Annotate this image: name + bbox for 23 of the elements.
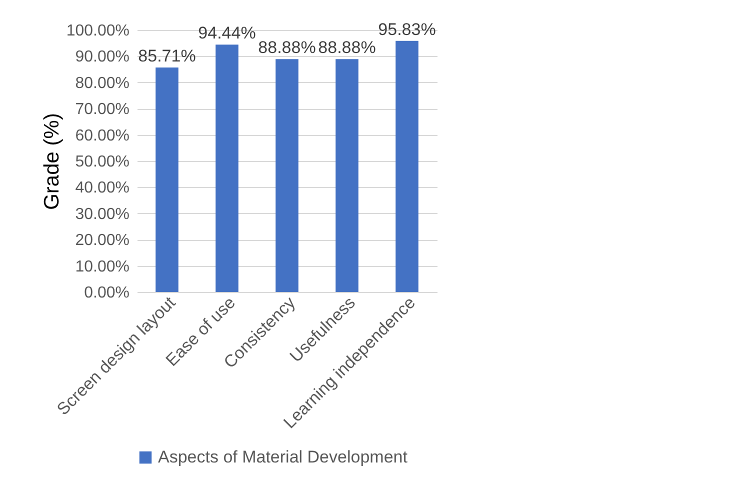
bar [396,40,418,292]
data-label: 88.88% [258,38,316,58]
y-tick-label: 10.00% [75,258,130,276]
y-tick-label: 80.00% [75,74,130,92]
y-tick-label: 60.00% [75,127,130,144]
bar [276,59,298,292]
y-tick-label: 100.00% [66,22,130,40]
data-label: 85.71% [138,46,196,66]
y-tick-label: 70.00% [75,101,130,118]
data-label: 95.83% [378,20,436,39]
data-label: 88.88% [318,38,376,58]
data-label: 94.44% [198,24,256,43]
legend-label: Aspects of Material Development [158,448,408,466]
y-tick-label: 30.00% [75,206,130,223]
y-axis-title: Grade (%) [40,113,64,210]
y-tick-label: 0.00% [84,284,130,302]
y-tick-label: 90.00% [75,48,130,66]
bar [216,44,238,292]
bar [156,67,178,292]
bar [336,59,358,292]
y-tick-label: 50.00% [75,154,130,170]
y-tick-label: 40.00% [75,180,130,197]
y-tick-label: 20.00% [75,232,130,250]
